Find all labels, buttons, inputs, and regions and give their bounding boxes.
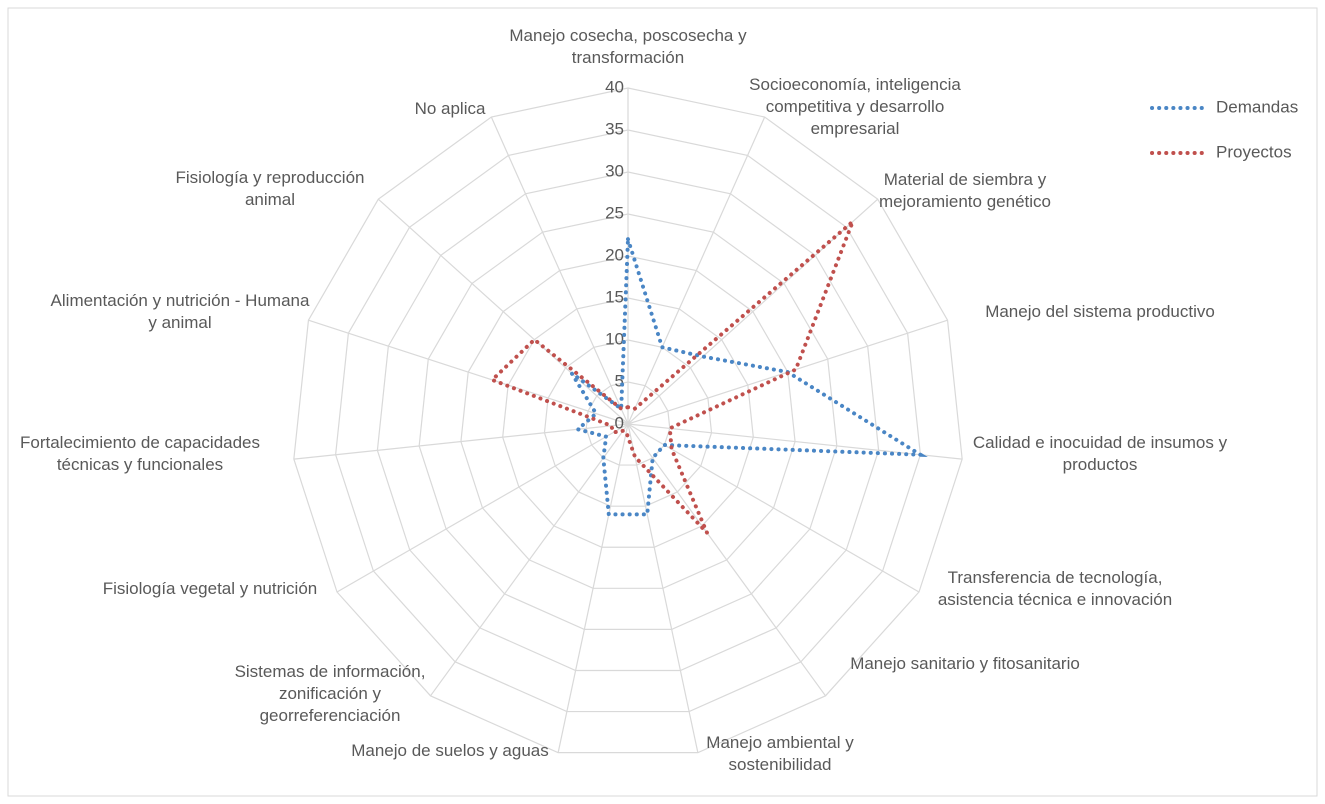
spoke <box>308 319 629 425</box>
grid-ring <box>418 213 838 631</box>
spoke <box>627 423 826 697</box>
r-tick-label: 15 <box>605 287 624 306</box>
category-label: Fortalecimiento de capacidades técnicas y… <box>20 433 260 474</box>
grid-ring <box>543 339 713 507</box>
spoke <box>490 116 629 425</box>
legend-label: Proyectos <box>1216 142 1292 161</box>
r-tick-label: 0 <box>615 413 624 432</box>
spoke <box>430 423 629 697</box>
series-line <box>570 238 928 517</box>
grid-ring <box>293 87 963 754</box>
spoke <box>627 116 766 425</box>
r-tick-label: 20 <box>605 245 624 264</box>
grid-ring <box>335 129 921 713</box>
category-label: Manejo sanitario y fitosanitario <box>850 654 1080 673</box>
spoke <box>627 423 920 593</box>
spoke <box>627 423 699 753</box>
r-tick-label: 35 <box>605 119 624 138</box>
category-label: Manejo del sistema productivo <box>985 302 1215 321</box>
category-label: Fisiología y reproducción animal <box>176 168 365 209</box>
category-label: No aplica <box>415 99 486 118</box>
spoke <box>377 198 629 425</box>
category-label: Alimentación y nutrición - Humana y anima… <box>51 291 310 332</box>
spoke <box>293 423 629 460</box>
legend-label: Demandas <box>1216 97 1298 116</box>
category-label: Fisiología vegetal y nutrición <box>103 579 318 598</box>
grid-ring <box>585 381 671 466</box>
grid-ring <box>376 171 880 672</box>
r-tick-label: 10 <box>605 329 624 348</box>
r-tick-label: 25 <box>605 203 624 222</box>
grid-ring <box>460 255 796 589</box>
category-label: Transferencia de tecnología, asistencia t… <box>938 568 1172 609</box>
category-label: Manejo cosecha, poscosecha y transformaci… <box>509 26 747 67</box>
grid-ring <box>502 297 754 548</box>
category-label: Manejo ambiental y sostenibilidad <box>706 733 854 774</box>
r-tick-label: 5 <box>615 371 624 390</box>
category-label: Calidad e inocuidad de insumos y producto… <box>973 433 1228 474</box>
category-label: Socioeconomía, inteligencia competitiva y… <box>749 75 961 138</box>
category-label: Material de siembra y mejoramiento genéti… <box>879 170 1051 211</box>
category-label: Manejo de suelos y aguas <box>351 741 549 760</box>
r-tick-label: 30 <box>605 161 624 180</box>
category-label: Sistemas de información, zonificación y ge… <box>235 662 426 725</box>
spoke <box>336 423 629 593</box>
r-tick-label: 40 <box>605 77 624 96</box>
spoke <box>557 423 629 753</box>
